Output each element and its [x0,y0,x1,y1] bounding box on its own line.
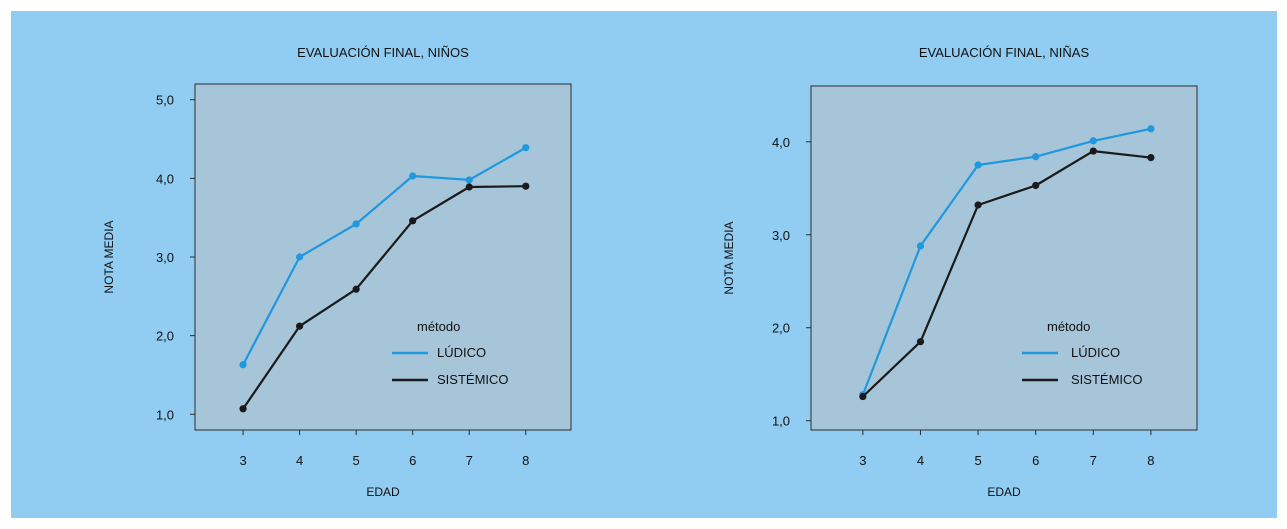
data-point-sistemico [465,183,473,191]
x-tick-label: 5 [974,453,981,468]
data-point-ludico [1032,153,1040,161]
data-point-sistemico [352,285,360,293]
y-tick-label: 3,0 [772,228,790,243]
y-tick-label: 2,0 [156,329,174,344]
data-point-ludico [522,144,530,152]
y-tick-label: 1,0 [772,414,790,429]
x-tick-label: 7 [466,453,473,468]
chart-title-2: EVALUACIÓN FINAL, NIÑAS [919,45,1090,60]
data-point-sistemico [974,201,982,209]
data-point-sistemico [1032,181,1040,190]
y-tick-label: 1,0 [156,407,174,422]
data-point-ludico [1147,125,1155,133]
data-point-sistemico [522,182,530,190]
x-tick-label: 3 [859,453,866,468]
legend-title-1: método [417,319,460,334]
plot-area-2 [810,85,1198,431]
data-point-sistemico [239,405,247,413]
y-tick-label: 5,0 [156,93,174,108]
legend-label-sistemico: SISTÉMICO [1071,372,1143,387]
x-tick-label: 7 [1090,453,1097,468]
data-point-ludico [239,361,247,369]
legend-label-sistemico: SISTÉMICO [437,372,509,387]
x-tick-label: 4 [296,453,303,468]
x-tick-label: 6 [409,453,416,468]
data-point-ludico [352,220,360,228]
series-line-sistemico [242,185,526,410]
y-tick-label: 2,0 [772,321,790,336]
legend-label-ludico: LÚDICO [437,345,486,360]
data-point-sistemico [859,392,867,401]
data-point-sistemico [409,217,417,225]
y-tick-label: 4,0 [156,171,174,186]
data-point-ludico [465,176,473,184]
data-point-sistemico [296,322,304,330]
y-axis-label-2: NOTA MEDIA [722,221,736,294]
series-line-sistemico [862,150,1152,398]
data-point-ludico [974,161,982,169]
x-tick-label: 8 [1147,453,1154,468]
x-axis-label-2: EDAD [987,485,1021,499]
series-line-ludico [861,127,1152,396]
data-point-sistemico [1147,153,1155,162]
x-tick-label: 4 [917,453,924,468]
x-axis-label-1: EDAD [366,485,400,499]
y-tick-label: 3,0 [156,250,174,265]
legend-label-ludico: LÚDICO [1071,345,1120,360]
y-axis-label-1: NOTA MEDIA [102,220,116,293]
data-point-sistemico [1089,147,1097,155]
series-line-ludico [242,146,527,366]
data-point-ludico [409,172,417,180]
x-tick-label: 8 [522,453,529,468]
data-point-ludico [916,242,925,250]
data-point-ludico [1089,137,1097,145]
data-point-ludico [296,253,304,261]
y-tick-label: 4,0 [772,135,790,150]
x-tick-label: 3 [239,453,246,468]
data-point-sistemico [916,338,925,346]
legend-title-2: método [1047,319,1090,334]
x-tick-label: 6 [1032,453,1039,468]
chart-title-1: EVALUACIÓN FINAL, NIÑOS [297,45,469,60]
x-tick-label: 5 [353,453,360,468]
